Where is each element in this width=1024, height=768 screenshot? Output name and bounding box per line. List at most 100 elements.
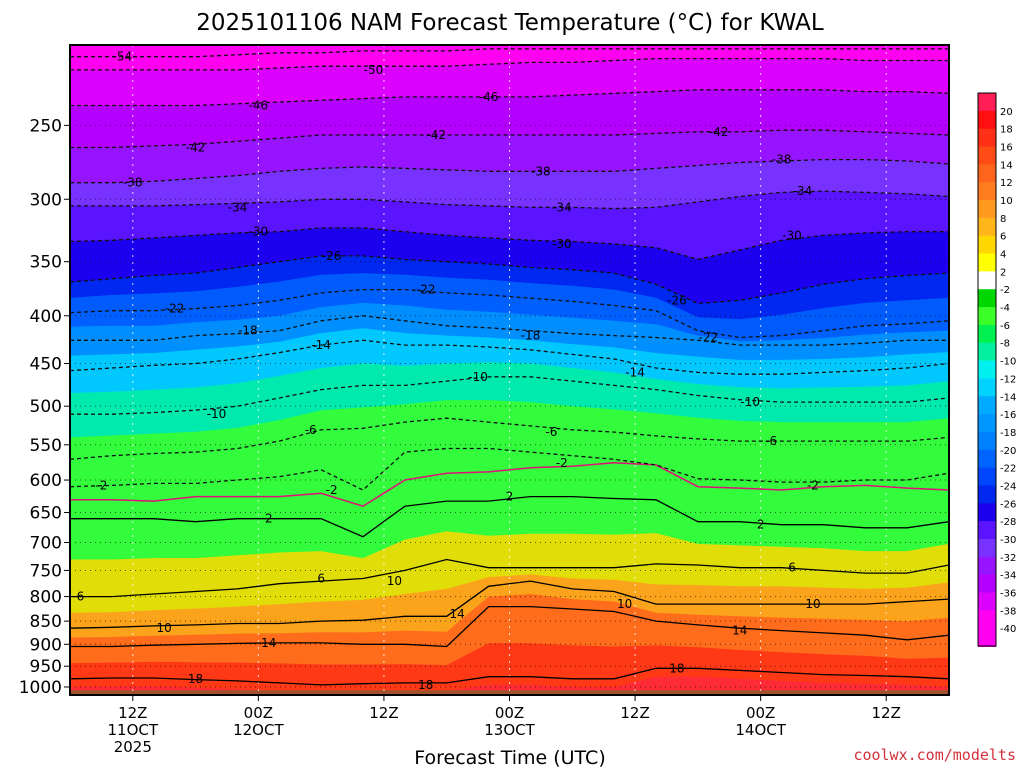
isotherm-label: -22 xyxy=(416,283,436,297)
isotherm-label: -18 xyxy=(238,324,258,338)
isotherm-label-text: -2 xyxy=(807,478,819,492)
isotherm-label-text: 2 xyxy=(506,490,514,504)
x-tick-label: 12OCT xyxy=(233,721,284,739)
x-tick-label: 13OCT xyxy=(484,721,535,739)
colorbar-cell xyxy=(978,449,996,469)
isotherm-line xyxy=(70,558,949,598)
isotherm-label: -38 xyxy=(772,153,792,167)
isotherm-line xyxy=(70,376,949,415)
isotherm-label-text: 10 xyxy=(617,597,632,611)
isotherm-label-text: -46 xyxy=(479,90,499,104)
isotherm-label-text: -34 xyxy=(552,200,572,214)
colorbar-label: -14 xyxy=(1000,392,1016,403)
y-tick-label: 600 xyxy=(30,471,62,491)
colorbar-cell xyxy=(978,485,996,505)
colorbar-frame xyxy=(977,92,997,647)
isotherm-label-text: -34 xyxy=(793,184,813,198)
isotherm-label-text: -10 xyxy=(740,395,760,409)
colorbar-cell xyxy=(978,378,996,398)
colorbar-cell xyxy=(978,110,996,130)
isotherm-lines xyxy=(70,48,949,686)
isotherm-label-text: -42 xyxy=(186,140,206,154)
isotherm-label-text: 14 xyxy=(261,636,276,650)
colorbar-label: -6 xyxy=(1000,321,1010,332)
colorbar-cell xyxy=(978,556,996,576)
y-tick-label: 850 xyxy=(30,612,62,632)
isotherm-line xyxy=(70,417,949,460)
colorbar-cell xyxy=(978,628,996,647)
colorbar-cell xyxy=(978,289,996,309)
isotherm-label-text: -46 xyxy=(249,98,269,112)
colorbar-cell xyxy=(978,592,996,612)
isotherm-label: -30 xyxy=(552,237,572,251)
isotherm-label: 18 xyxy=(669,661,684,675)
isotherm-label: 10 xyxy=(617,597,632,611)
isotherm-label-text: 2 xyxy=(757,518,765,532)
isotherm-label: -2 xyxy=(556,456,568,470)
isotherm-label-text: -42 xyxy=(709,125,729,139)
colorbar-cell xyxy=(978,182,996,202)
x-tick-label: 00Z xyxy=(746,704,775,722)
colorbar-cell xyxy=(978,324,996,344)
colorbar-cell xyxy=(978,271,996,291)
isotherm-label-text: -26 xyxy=(667,293,687,307)
isotherm-label: -46 xyxy=(479,90,499,104)
isotherm-labels: 18 18 18 14 14 14 10 10 10 10 6 6 6 2 2 2 -2 -2 -2 -2 -6 -6 -6… xyxy=(77,50,821,692)
x-tick-label: 2025 xyxy=(114,738,152,756)
colorbar-cell xyxy=(978,503,996,523)
colorbar-label: -8 xyxy=(1000,339,1010,350)
colorbar-label: 16 xyxy=(1000,143,1013,154)
isotherm-label: -42 xyxy=(426,128,446,142)
isotherm-label: 2 xyxy=(506,490,514,504)
isotherm-label-text: -42 xyxy=(426,128,446,142)
isotherm-label-text: 18 xyxy=(418,678,433,692)
isotherm-label: 2 xyxy=(757,518,765,532)
colorbar-cell xyxy=(978,521,996,540)
isotherm-label-text: -30 xyxy=(552,237,572,251)
isotherm-label-text: -10 xyxy=(468,370,488,384)
y-axis: 250 300 350 400 450 500 550 600 650 700 750 800 850 9… xyxy=(19,116,70,698)
isotherm-label-text: 6 xyxy=(77,590,85,604)
isotherm-label-text: -2 xyxy=(556,456,568,470)
x-tick-label: 12Z xyxy=(369,704,398,722)
colorbar-cell xyxy=(978,253,996,273)
isotherm-label-text: -18 xyxy=(521,329,541,343)
colorbar-cell xyxy=(978,414,996,433)
colorbar-label: 8 xyxy=(1000,214,1006,225)
colorbar-label: -16 xyxy=(1000,410,1016,421)
isotherm-label: -14 xyxy=(625,365,645,379)
isotherm-label: -2 xyxy=(807,478,819,492)
colorbar-cell xyxy=(978,360,996,380)
colorbar-cell xyxy=(978,342,996,362)
isotherm-label-text: -2 xyxy=(95,478,107,492)
isotherm-label: 6 xyxy=(77,590,85,604)
isotherm-label: -30 xyxy=(782,228,802,242)
colorbar-cell xyxy=(978,431,996,451)
isotherm-label: -2 xyxy=(326,483,338,497)
isotherm-label: -30 xyxy=(249,225,269,239)
isotherm-line xyxy=(70,462,949,508)
isotherm-label: -18 xyxy=(521,329,541,343)
y-tick-label: 550 xyxy=(30,436,62,456)
credit-text: coolwx.com/modelts xyxy=(853,746,1016,764)
x-tick-label: 00Z xyxy=(244,704,273,722)
x-tick-label: 12Z xyxy=(872,704,901,722)
isotherm-label-text: 10 xyxy=(387,574,402,588)
isotherm-label-text: -22 xyxy=(416,283,436,297)
x-tick-label: 12Z xyxy=(620,704,649,722)
colorbar-cell xyxy=(978,307,996,326)
colorbar-label: 18 xyxy=(1000,125,1013,136)
colorbar-label: -40 xyxy=(1000,624,1016,635)
colorbar-label: -18 xyxy=(1000,428,1016,439)
colorbar-label: 6 xyxy=(1000,232,1006,243)
isotherm-label: -6 xyxy=(305,423,317,437)
colorbar-label: -10 xyxy=(1000,357,1016,368)
isotherm-label-text: -6 xyxy=(545,425,557,439)
colorbar-label: 20 xyxy=(1000,107,1013,118)
isotherm-label-text: 18 xyxy=(188,672,203,686)
colorbar-label: 2 xyxy=(1000,267,1006,278)
isotherm-label-text: -22 xyxy=(699,330,719,344)
isotherm-label-text: -6 xyxy=(305,423,317,437)
isotherm-line xyxy=(70,315,949,346)
